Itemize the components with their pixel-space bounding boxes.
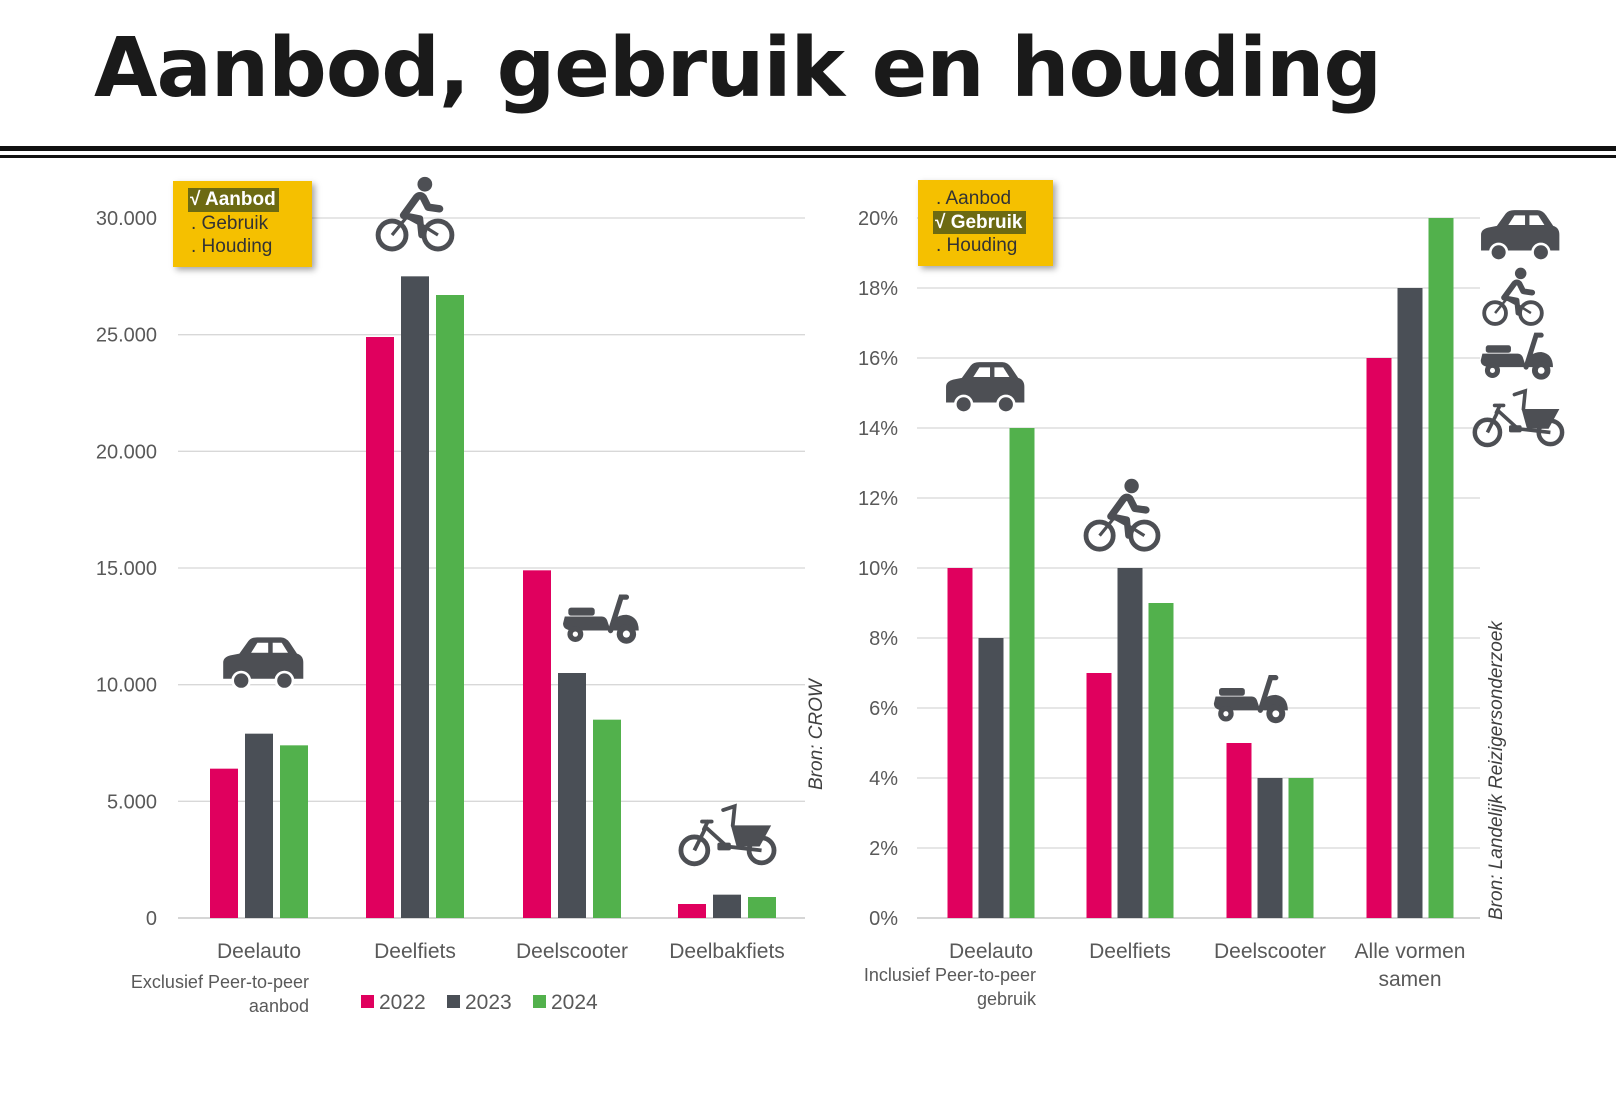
cargo-bike-icon [678,803,777,867]
car-icon [223,637,304,691]
chart2-category-label: Deelauto [949,940,1033,963]
chart2-category-note: Inclusief Peer-to-peer [864,965,1036,985]
chart1-ytick-label: 5.000 [107,791,157,813]
chart1-ytick-label: 25.000 [96,325,157,347]
legend-label: 2023 [465,991,512,1014]
menu-right-row: √ Gebruik [933,210,1043,234]
menu-left-item-1[interactable]: . Gebruik [191,212,269,234]
chart2-bar-2022 [1226,743,1252,918]
chart2-ytick-label: 12% [858,488,898,510]
chart2-ytick-label: 0% [869,908,898,930]
chart1-category-note: Exclusief Peer-to-peer [131,972,309,992]
chart2-bar-2023 [1117,568,1143,918]
menu-left-row: √ Aanbod [188,188,302,212]
chart2-category-label: Deelscooter [1214,940,1326,963]
legend-swatch-2023 [447,995,460,1008]
section-menu-aanbod[interactable]: √ Aanbod. Gebruik. Houding [173,181,312,267]
legend: 2022 2023 2024 [361,991,598,1014]
bicycle-icon [375,176,455,252]
chart1-bar-2024 [748,897,776,918]
chart1-bar-2022 [210,768,238,918]
legend-swatch-2024 [533,995,546,1008]
scooter-icon [1213,675,1288,724]
legend-label: 2022 [379,991,426,1014]
chart1-ytick-label: 0 [146,908,157,930]
chart2-bar-2024 [1428,218,1454,918]
chart1-ytick-label: 20.000 [96,441,157,463]
menu-left-row: . Houding [191,235,302,259]
section-menu-gebruik[interactable]: . Aanbod √ Gebruik. Houding [918,180,1053,266]
scooter-icon [563,594,639,644]
chart2-ytick-label: 2% [869,838,898,860]
chart2-ytick-label: 6% [869,698,898,720]
car-icon [1481,210,1560,262]
title-rule-thick [0,146,1616,151]
chart2-bar-2023 [978,638,1004,918]
chart2-category-label: samen [1378,968,1441,991]
chart2-bar-2024 [1148,603,1174,918]
bicycle-icon [1482,267,1544,326]
chart1-bar-2022 [366,337,394,918]
chart1-category-label: Deelfiets [374,940,456,963]
legend-label: 2024 [551,991,598,1014]
chart2-bar-2022 [1086,673,1112,918]
chart1-bar-2023 [558,673,586,918]
menu-left-item-2[interactable]: . Houding [191,236,273,257]
chart1-group: 0 5.000 10.000 15.000 20.000 25.000 30.000 Deel… [96,208,827,1016]
menu-right-item-0[interactable]: . Aanbod [936,188,1012,209]
chart2-bar-2024 [1288,778,1314,918]
legend-swatch-2022 [361,995,374,1008]
chart1-bar-2023 [401,276,429,918]
chart1-category-note: aanbod [249,996,309,1016]
chart1-bar-2022 [523,570,551,918]
bicycle-icon [1083,478,1161,552]
chart2-ytick-label: 4% [869,768,898,790]
chart2-category-note: gebruik [977,989,1037,1009]
chart1-ytick-label: 15.000 [96,558,157,580]
chart1-ytick-label: 10.000 [96,675,157,697]
chart2-group: 0% 2% 4% 6% 8% 10% 12% 14% 16% 18% 20% Deelauto Deel… [858,208,1507,1009]
page-title: Aanbod, gebruik en houding [94,21,1382,116]
chart2-bar-2024 [1009,428,1035,918]
chart2-category-label: Deelfiets [1089,940,1171,963]
menu-right-item-1[interactable]: √ Gebruik [933,210,1026,234]
chart2-source-label: Bron: Landelijk Reizigersonderzoek [1486,620,1507,920]
chart1-ytick-label: 30.000 [96,208,157,230]
chart2-ytick-label: 16% [858,348,898,370]
chart2-ytick-label: 20% [858,208,898,230]
chart1-bar-2024 [436,295,464,918]
chart1-source-label: Bron: CROW [806,677,827,790]
title-rule-thin [0,155,1616,158]
chart2-ytick-label: 8% [869,628,898,650]
menu-left-item-0[interactable]: √ Aanbod [188,188,279,212]
scooter-icon [1480,332,1553,380]
cargo-bike-icon [1472,388,1565,448]
chart1-bar-2023 [713,894,741,918]
chart1-bar-2022 [678,904,706,918]
chart2-ytick-label: 18% [858,278,898,300]
chart2-ytick-label: 14% [858,418,898,440]
menu-right-item-2[interactable]: . Houding [936,235,1018,256]
chart1-category-label: Deelauto [217,940,301,963]
chart2-ytick-label: 10% [858,558,898,580]
menu-right-row: . Aanbod [936,187,1043,211]
chart1-bar-2024 [280,745,308,918]
menu-left-row: . Gebruik [191,212,302,236]
chart1-category-label: Deelscooter [516,940,628,963]
chart1-category-label: Deelbakfiets [669,940,785,963]
menu-right-row: . Houding [936,234,1043,258]
chart2-category-label: Alle vormen [1355,940,1466,963]
chart1-bar-2023 [245,733,273,918]
chart2-bar-2022 [947,568,973,918]
car-icon [946,362,1025,414]
chart2-bar-2022 [1366,358,1392,918]
chart1-bar-2024 [593,719,621,918]
chart2-bar-2023 [1397,288,1423,918]
chart2-bar-2023 [1257,778,1283,918]
